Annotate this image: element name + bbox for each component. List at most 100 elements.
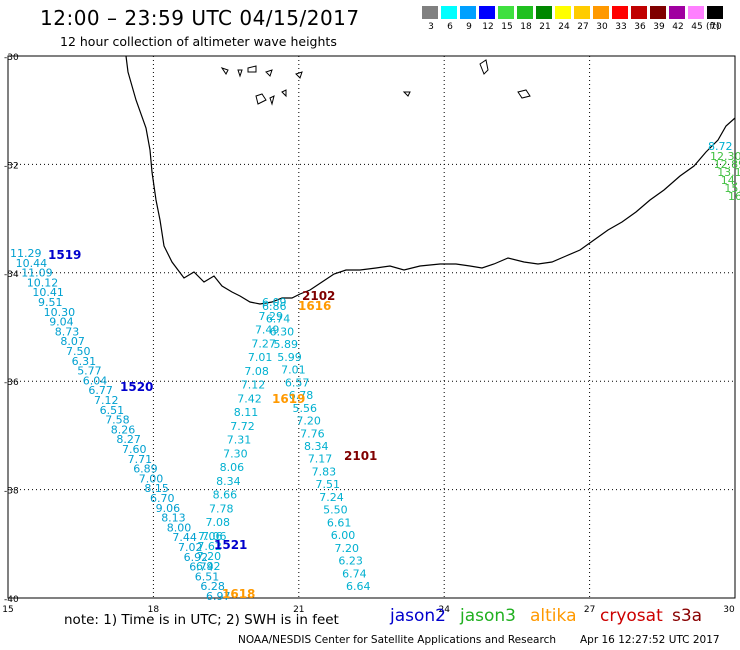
legend-swatch — [555, 6, 572, 19]
legend-swatch — [441, 6, 458, 19]
track-value: 8.11 — [234, 406, 259, 419]
track-value: 5.50 — [323, 504, 348, 517]
longitude-tick-label: 24 — [438, 605, 450, 615]
legend-swatch — [536, 6, 553, 19]
track-value: 7.20 — [197, 550, 222, 563]
track-value: 7.50 — [66, 345, 91, 358]
track-value: 9.06 — [156, 502, 181, 515]
track-value: 7.20 — [296, 415, 321, 428]
legend-swatch — [574, 6, 591, 19]
longitude-labels: 15 18 21 24 27 30 — [2, 605, 735, 615]
track-value: 7.12 — [241, 379, 266, 392]
legend-swatch — [460, 6, 477, 19]
credit-text: NOAA/NESDIS Center for Satellite Applica… — [238, 634, 556, 646]
track-value: 9.04 — [49, 316, 73, 329]
track-value: 14. — [721, 174, 739, 187]
track-value: 7.30 — [223, 447, 248, 460]
island-1 — [220, 65, 273, 78]
satellite-key-s3a: s3a — [672, 606, 703, 626]
legend-label: 70 — [710, 22, 722, 32]
track-value: 10.12 — [27, 276, 59, 289]
track-value: 6.74 — [266, 313, 291, 326]
track-value: 9.51 — [38, 296, 63, 309]
track-value: 8.26 — [111, 423, 136, 436]
legend-label: 27 — [577, 22, 589, 32]
track-value: 8.72 — [708, 140, 733, 153]
latitude-tick-label: -40 — [4, 595, 19, 605]
track-value: 7.00 — [139, 472, 164, 485]
track-value: 8.34 — [216, 475, 241, 488]
track-value: 10.44 — [16, 257, 47, 270]
track-value: 6.70 — [150, 492, 175, 505]
pass-time-label: 1619 — [272, 392, 305, 406]
track-value: 7.01 — [248, 351, 273, 364]
track-value: 7.42 — [237, 392, 262, 405]
track-value: 7.72 — [230, 420, 255, 433]
longitude-tick-label: 21 — [293, 605, 304, 615]
track-value: 7.31 — [227, 434, 252, 447]
track-value: 7.71 — [128, 453, 153, 466]
track-value: 5.99 — [277, 351, 302, 364]
track-value: 7.76 — [300, 427, 325, 440]
satellite-key-jason2: jason2 — [390, 606, 446, 626]
legend-swatch — [422, 6, 439, 19]
track-value: 7.24 — [319, 491, 344, 504]
track-value: 7.20 — [335, 542, 360, 555]
track-value: 5.56 — [293, 402, 318, 415]
legend-label: 33 — [615, 22, 627, 32]
legend-unit: (ft) — [706, 22, 720, 32]
track-value: 16 — [728, 190, 740, 203]
track-value: 6.30 — [270, 325, 295, 338]
legend-swatch — [612, 6, 629, 19]
map-frame — [7, 55, 736, 599]
track-value: 8.15 — [144, 482, 169, 495]
track-value: 6.23 — [338, 555, 363, 568]
pass-time-label: 2102 — [302, 289, 335, 303]
track-value: 6.92 — [184, 551, 209, 564]
track-value: 8.27 — [116, 433, 140, 446]
pass-time-label: 1519 — [48, 248, 81, 262]
track-value: 6.57 — [285, 376, 310, 389]
track-value: 6.31 — [72, 355, 97, 368]
track-value: 6.89 — [133, 463, 158, 476]
track-value: 7.51 — [315, 478, 340, 491]
pass-time-label: 1616 — [298, 299, 331, 313]
legend-label: 6 — [447, 22, 453, 32]
track-value: 10.30 — [44, 306, 76, 319]
legend-label: 36 — [634, 22, 646, 32]
track-value: 8.07 — [60, 335, 85, 348]
track-value: 8.06 — [220, 461, 245, 474]
legend-swatch — [707, 6, 724, 19]
track-value: 8.34 — [304, 440, 329, 453]
track-value: 7.06 — [198, 530, 223, 543]
track-value: 6.77 — [88, 384, 113, 397]
track-value: 8.66 — [213, 489, 238, 502]
track-values: 11.2910.4411.0910.1210.419.5110.309.048.… — [10, 140, 740, 603]
track-value: 13.1 — [717, 166, 740, 179]
track-value: 6.00 — [331, 529, 356, 542]
track-value: 7.62 — [197, 540, 222, 553]
longitude-tick-label: 27 — [584, 605, 595, 615]
track-value: 8.00 — [167, 521, 192, 534]
track-value: 6.09 — [262, 296, 287, 309]
pass-time-label: 2101 — [344, 449, 377, 463]
track-value: 6.86 — [262, 300, 287, 313]
track-value: 6.28 — [200, 580, 225, 593]
track-value: 6.64 — [346, 580, 371, 593]
track-value: 11.09 — [21, 267, 53, 280]
latitude-tick-label: -30 — [4, 53, 19, 63]
track-value: 7.27 — [251, 337, 275, 350]
track-value: 6.78 — [289, 389, 314, 402]
legend-swatch — [593, 6, 610, 19]
track-value: 6.51 — [100, 404, 125, 417]
legend-swatch — [631, 6, 648, 19]
satellite-key-altika: altika — [530, 606, 577, 626]
track-value: 7.78 — [209, 502, 234, 515]
track-value: 12.30 — [710, 150, 740, 163]
track-value: 7.58 — [105, 414, 130, 427]
track-value: 7.49 — [255, 324, 279, 337]
legend-swatch — [517, 6, 534, 19]
island-3 — [402, 59, 531, 99]
